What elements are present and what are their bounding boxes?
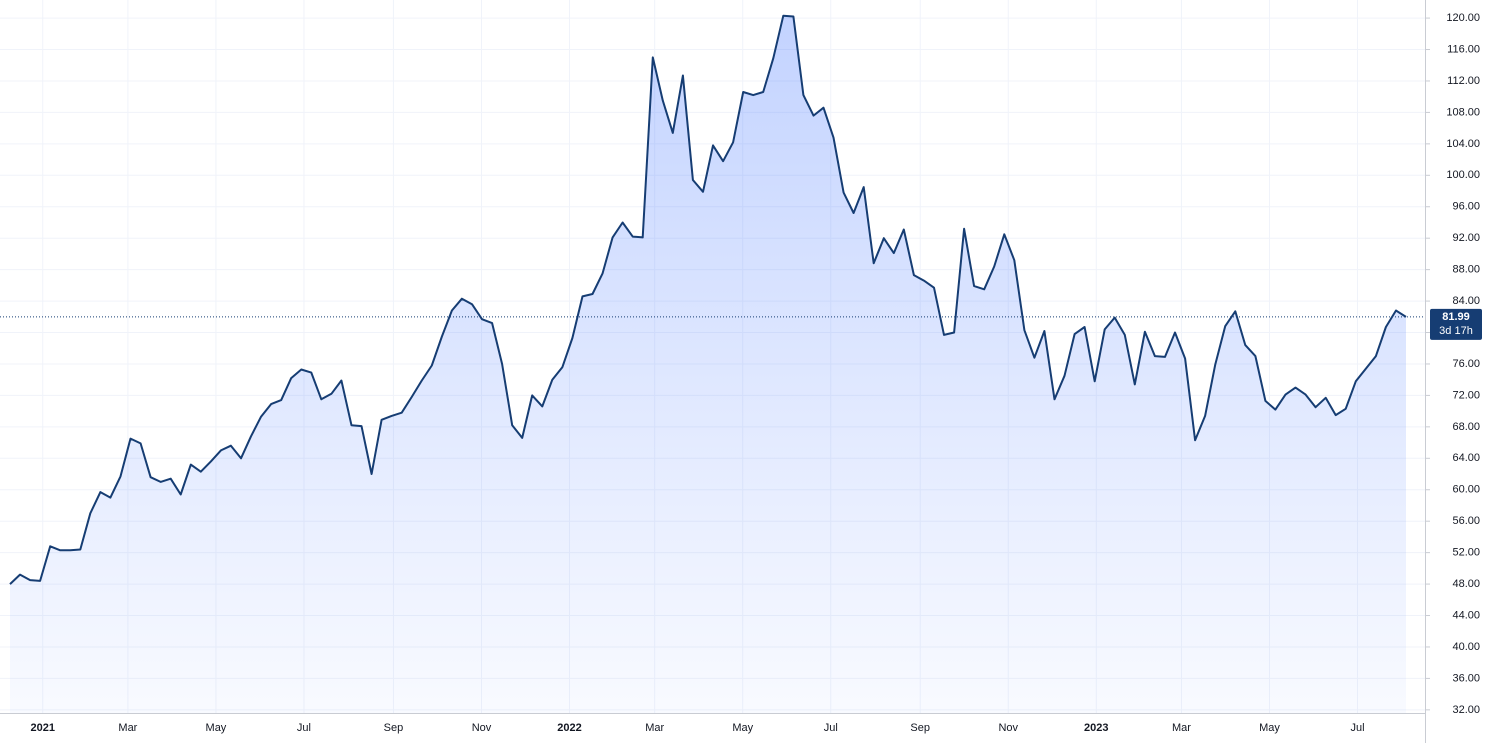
y-tick-label: 96.00 [1452, 201, 1480, 213]
y-tick-label: 36.00 [1452, 672, 1480, 684]
y-tick-label: 104.00 [1446, 138, 1480, 150]
x-tick-label: Jul [1350, 722, 1364, 734]
y-tick-label: 76.00 [1452, 358, 1480, 370]
y-tick-label: 100.00 [1446, 169, 1480, 181]
y-tick-label: 64.00 [1452, 452, 1480, 464]
x-tick-label: Sep [910, 722, 930, 734]
price-tag-countdown: 3d 17h [1439, 325, 1473, 337]
x-tick-label: Nov [472, 722, 492, 734]
y-tick-label: 120.00 [1446, 12, 1480, 24]
y-tick-label: 88.00 [1452, 264, 1480, 276]
y-tick-label: 72.00 [1452, 389, 1480, 401]
x-tick-label: Sep [384, 722, 404, 734]
price-line [9, 14, 1407, 585]
x-tick-label: Jul [824, 722, 838, 734]
y-tick-label: 68.00 [1452, 421, 1480, 433]
x-tick-label: Mar [118, 722, 137, 734]
area-fill [10, 15, 1406, 713]
x-tick-label: Jul [297, 722, 311, 734]
x-tick-label: Nov [998, 722, 1018, 734]
y-tick-label: 112.00 [1447, 75, 1480, 87]
x-tick-label: 2022 [557, 722, 581, 734]
y-tick-label: 92.00 [1452, 232, 1480, 244]
x-tick-label: 2023 [1084, 722, 1108, 734]
y-tick-label: 32.00 [1452, 704, 1480, 716]
y-tick-label: 56.00 [1452, 515, 1480, 527]
y-tick-label: 108.00 [1446, 106, 1480, 118]
y-tick-label: 48.00 [1452, 578, 1480, 590]
y-tick-label: 40.00 [1452, 641, 1480, 653]
y-tick-label: 44.00 [1452, 609, 1480, 621]
x-tick-label: Mar [1172, 722, 1191, 734]
x-tick-label: Mar [645, 722, 664, 734]
y-tick-label: 52.00 [1452, 547, 1480, 559]
x-tick-label: May [1259, 722, 1280, 734]
labels: 32.00 36.00 40.00 44.00 48.00 52.00 56.00 60.00… [30, 12, 1482, 734]
y-tick-label: 84.00 [1452, 295, 1480, 307]
x-tick-label: 2021 [30, 722, 54, 734]
plot [0, 14, 1425, 713]
y-tick-label: 60.00 [1452, 484, 1480, 496]
price-tag [1430, 308, 1482, 340]
y-tick-label: 116.00 [1447, 43, 1480, 55]
x-tick-label: May [206, 722, 227, 734]
price-tag-value: 81.99 [1442, 311, 1470, 323]
x-tick-label: May [732, 722, 753, 734]
